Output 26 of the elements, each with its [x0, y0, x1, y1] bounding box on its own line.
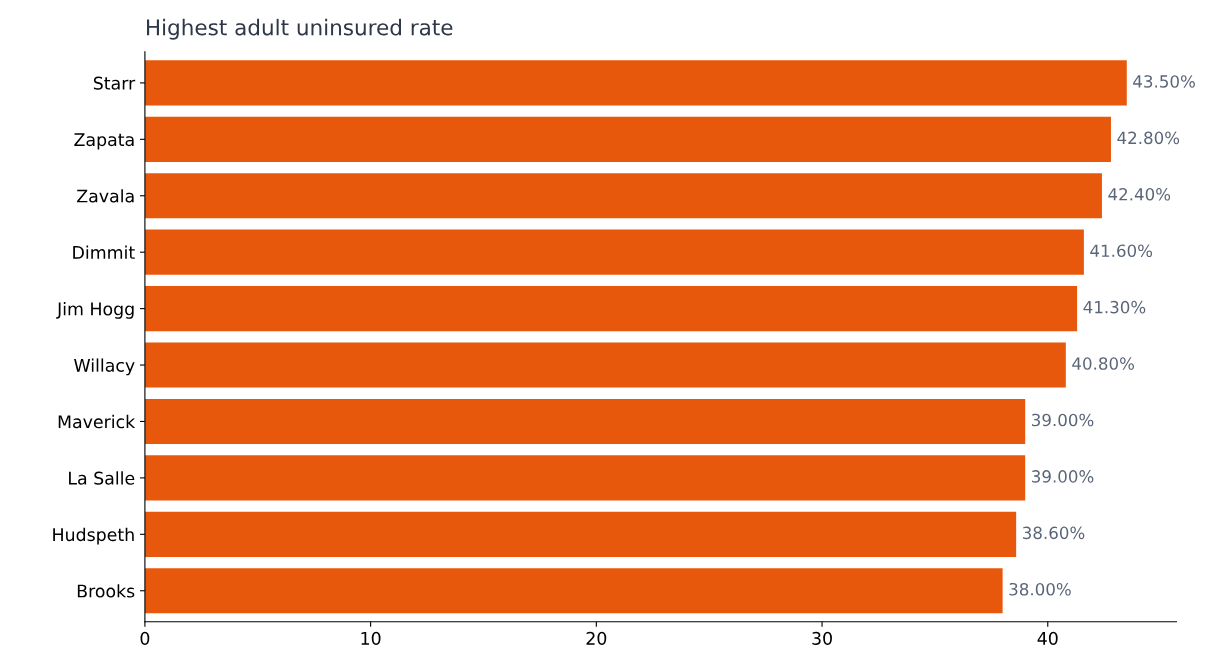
y-tick-label: Starr — [93, 76, 136, 90]
data-label: 41.60% — [1090, 244, 1153, 258]
y-tick-label: Brooks — [77, 584, 135, 598]
y-tick-label: Jim Hogg — [56, 302, 134, 319]
y-tick-label: Zapata — [74, 133, 134, 150]
y-tick-label: La Salle — [69, 471, 135, 485]
data-label: 43.50% — [1133, 75, 1195, 88]
x-tick-label: 40 — [1037, 631, 1058, 645]
chart-title: Highest adult uninsured rate — [147, 18, 453, 40]
data-label: 38.00% — [1009, 582, 1071, 596]
x-tick-label: 30 — [812, 631, 832, 645]
data-label: 42.40% — [1108, 187, 1171, 201]
y-tick-label: Hudspeth — [53, 527, 134, 545]
data-label: 39.00% — [1032, 413, 1094, 427]
x-tick-label: 20 — [586, 631, 607, 645]
y-tick-label: Maverick — [58, 414, 136, 429]
y-tick-label: Willacy — [74, 358, 135, 376]
data-label: 40.80% — [1072, 357, 1135, 370]
y-tick-label: Zavala — [77, 189, 134, 203]
data-label: 39.00% — [1032, 470, 1094, 483]
y-tick-label: Dimmit — [73, 245, 135, 259]
data-label: 42.80% — [1117, 131, 1180, 145]
x-tick-label: 10 — [361, 631, 381, 645]
data-label: 38.60% — [1022, 526, 1085, 540]
data-label: 41.30% — [1083, 300, 1146, 314]
x-tick-label: 0 — [140, 631, 150, 645]
